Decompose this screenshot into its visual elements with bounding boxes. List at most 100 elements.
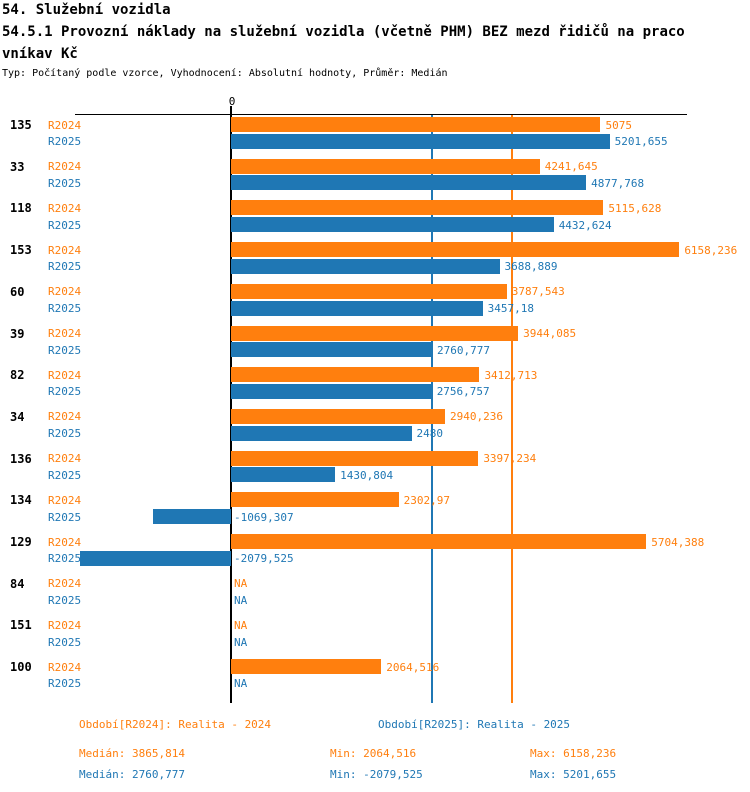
series-label-r2025: R2025 xyxy=(48,385,82,399)
series-label-r2024: R2024 xyxy=(48,201,82,215)
series-label-r2025: R2025 xyxy=(48,218,82,232)
category-label: 118 xyxy=(10,201,32,216)
series-label-r2024: R2024 xyxy=(48,410,82,424)
bar-r2025 xyxy=(231,217,554,233)
bar-r2025 xyxy=(231,175,587,191)
bar-value-label: 2302,97 xyxy=(403,493,450,507)
series-label-r2024: R2024 xyxy=(48,285,82,299)
category-label: 136 xyxy=(10,451,32,466)
series-label-r2024: R2024 xyxy=(48,368,82,382)
bar-value-label: 5201,655 xyxy=(614,135,668,149)
bar-r2025 xyxy=(153,509,231,524)
bar-r2025 xyxy=(79,550,231,566)
category-label: 100 xyxy=(10,660,32,675)
bar-value-label: 1430,804 xyxy=(340,468,394,482)
bar-value-label: NA xyxy=(234,677,248,691)
bar-r2024 xyxy=(231,158,540,174)
bar-value-label: 3457,18 xyxy=(487,302,535,315)
bar-value-label: 3397,234 xyxy=(483,452,537,466)
stat-median-r2024: Medián: 3865,814 xyxy=(79,747,185,760)
bar-value-label: 6158,236 xyxy=(684,243,738,257)
stat-max-r2025: Max: 5201,655 xyxy=(530,768,617,781)
series-label-r2024: R2024 xyxy=(48,452,82,466)
bar-r2025 xyxy=(231,258,500,274)
series-label-r2025: R2025 xyxy=(48,510,82,524)
median-line-r2024 xyxy=(511,115,514,703)
series-label-r2025: R2025 xyxy=(48,635,82,649)
bar-r2025 xyxy=(231,383,432,399)
series-label-r2024: R2024 xyxy=(48,160,82,174)
stat-min-r2025: Min: -2079,525 xyxy=(330,768,423,781)
series-label-r2025: R2025 xyxy=(48,593,82,607)
series-label-r2024: R2024 xyxy=(48,618,82,632)
bar-r2024 xyxy=(231,325,519,341)
series-label-r2024: R2024 xyxy=(48,577,82,591)
bar-value-label: NA xyxy=(234,593,248,607)
series-label-r2024: R2024 xyxy=(48,493,82,507)
zero-axis-line xyxy=(230,106,232,703)
bar-value-label: 2940,236 xyxy=(450,410,504,424)
category-label: 153 xyxy=(10,243,32,258)
series-label-r2025: R2025 xyxy=(48,176,82,190)
bar-r2024 xyxy=(231,534,647,549)
category-label: 34 xyxy=(10,409,25,424)
bar-r2025 xyxy=(231,133,610,149)
bar-value-label: NA xyxy=(234,577,248,591)
series-label-r2025: R2025 xyxy=(48,552,82,566)
bar-value-label: NA xyxy=(234,635,248,649)
bar-r2024 xyxy=(231,283,507,299)
category-label: 129 xyxy=(10,535,32,549)
bar-value-label: 4877,768 xyxy=(591,176,645,190)
bar-r2024 xyxy=(231,117,601,132)
series-label-r2025: R2025 xyxy=(48,468,82,482)
category-label: 84 xyxy=(10,576,25,591)
series-label-r2025: R2025 xyxy=(48,260,82,274)
stat-median-r2025: Medián: 2760,777 xyxy=(79,768,185,781)
series-label-r2025: R2025 xyxy=(48,135,82,149)
series-label-r2025: R2025 xyxy=(48,677,82,691)
bar-value-label: 2760,777 xyxy=(436,343,490,357)
series-label-r2024: R2024 xyxy=(48,535,82,549)
bar-value-label: 5115,628 xyxy=(608,201,662,215)
bar-value-label: -1069,307 xyxy=(234,510,294,524)
x-axis-line xyxy=(75,114,687,115)
bar-value-label: 2756,757 xyxy=(436,385,490,399)
stat-min-r2024: Min: 2064,516 xyxy=(330,747,417,760)
report-subtitle: Typ: Počítaný podle vzorce, Vyhodnocení:… xyxy=(2,68,448,79)
bar-value-label: 3787,543 xyxy=(511,285,565,299)
category-label: 82 xyxy=(10,368,25,383)
series-label-r2025: R2025 xyxy=(48,427,82,441)
bar-r2024 xyxy=(231,408,446,424)
bar-value-label: 5704,388 xyxy=(651,535,705,549)
stat-max-r2024: Max: 6158,236 xyxy=(530,747,617,760)
report-title-line1: 54. Služební vozidla xyxy=(2,2,171,18)
series-label-r2025: R2025 xyxy=(48,302,82,315)
category-label: 60 xyxy=(10,284,25,299)
series-label-r2024: R2024 xyxy=(48,118,82,132)
series-label-r2024: R2024 xyxy=(48,660,82,674)
bar-value-label: 3944,085 xyxy=(523,327,577,340)
series-label-r2024: R2024 xyxy=(48,243,82,257)
bar-r2024 xyxy=(231,659,382,675)
legend-r2024: Období[R2024]: Realita - 2024 xyxy=(79,718,272,731)
bar-r2025 xyxy=(231,300,483,316)
category-label: 39 xyxy=(10,326,25,341)
category-label: 151 xyxy=(10,618,32,633)
bar-value-label: 5075 xyxy=(605,118,632,132)
legend-r2025: Období[R2025]: Realita - 2025 xyxy=(378,718,571,731)
bar-r2024 xyxy=(231,242,680,258)
category-label: 135 xyxy=(10,118,32,132)
bar-value-label: 3412,713 xyxy=(484,368,538,382)
bar-value-label: 4241,645 xyxy=(544,160,598,174)
bar-r2025 xyxy=(231,342,432,358)
series-label-r2024: R2024 xyxy=(48,327,82,340)
bar-r2024 xyxy=(231,367,480,383)
report-title-line2: 54.5.1 Provozní náklady na služební vozi… xyxy=(2,24,685,40)
bar-value-label: 3688,889 xyxy=(504,260,558,274)
bar-value-label: 2064,516 xyxy=(386,660,440,674)
bar-r2024 xyxy=(231,200,604,216)
category-label: 33 xyxy=(10,159,25,174)
bar-r2025 xyxy=(231,467,336,483)
axis-zero-label: 0 xyxy=(228,95,236,108)
